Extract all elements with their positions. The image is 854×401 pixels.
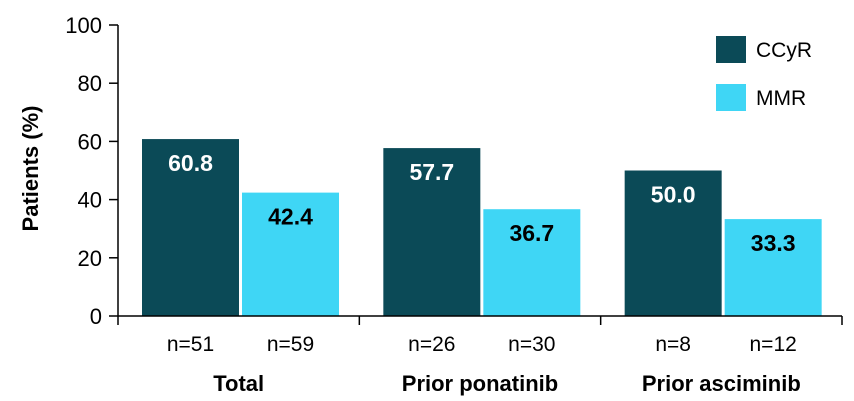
n-label: n=59 bbox=[267, 333, 314, 356]
n-label: n=26 bbox=[408, 333, 455, 356]
y-tick-label: 0 bbox=[90, 304, 102, 329]
data-label: 50.0 bbox=[651, 182, 696, 208]
legend-swatch-ccyr bbox=[716, 36, 746, 63]
bar-mmr-1 bbox=[483, 209, 581, 316]
data-label: 36.7 bbox=[509, 220, 554, 246]
data-label: 57.7 bbox=[409, 159, 454, 185]
group-label: Prior ponatinib bbox=[402, 371, 558, 396]
y-tick-label: 100 bbox=[65, 13, 102, 38]
legend-swatch-mmr bbox=[716, 84, 746, 111]
y-axis: 0 20 40 60 80 100 Patients (%) bbox=[18, 13, 119, 329]
data-label: 33.3 bbox=[751, 230, 796, 256]
y-axis-label: Patients (%) bbox=[18, 106, 43, 232]
y-tick-label: 20 bbox=[78, 246, 102, 271]
group-label: Total bbox=[213, 371, 264, 396]
bar-mmr-2 bbox=[724, 219, 822, 316]
bar-ccyr-0 bbox=[142, 139, 239, 316]
data-label: 60.8 bbox=[168, 150, 213, 176]
bar-ccyr-2 bbox=[624, 170, 722, 316]
bar-mmr-0 bbox=[242, 192, 339, 316]
group-label: Prior asciminib bbox=[642, 371, 801, 396]
data-label: 42.4 bbox=[268, 204, 313, 230]
y-tick-label: 40 bbox=[78, 188, 102, 213]
n-label: n=8 bbox=[655, 333, 691, 356]
legend-label: CCyR bbox=[756, 39, 812, 62]
n-label: n=30 bbox=[508, 333, 555, 356]
bars: 60.8 42.4 57.7 36.7 50.0 33.3 bbox=[142, 139, 822, 316]
y-tick-label: 80 bbox=[78, 71, 102, 96]
legend-label: MMR bbox=[756, 87, 806, 110]
bar-ccyr-1 bbox=[383, 148, 481, 316]
y-tick-label: 60 bbox=[78, 129, 102, 154]
n-label: n=12 bbox=[750, 333, 797, 356]
legend: CCyR MMR bbox=[716, 36, 812, 111]
n-label: n=51 bbox=[167, 333, 214, 356]
